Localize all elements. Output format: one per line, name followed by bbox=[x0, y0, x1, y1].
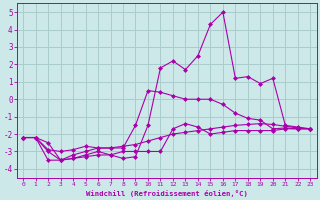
X-axis label: Windchill (Refroidissement éolien,°C): Windchill (Refroidissement éolien,°C) bbox=[86, 190, 248, 197]
